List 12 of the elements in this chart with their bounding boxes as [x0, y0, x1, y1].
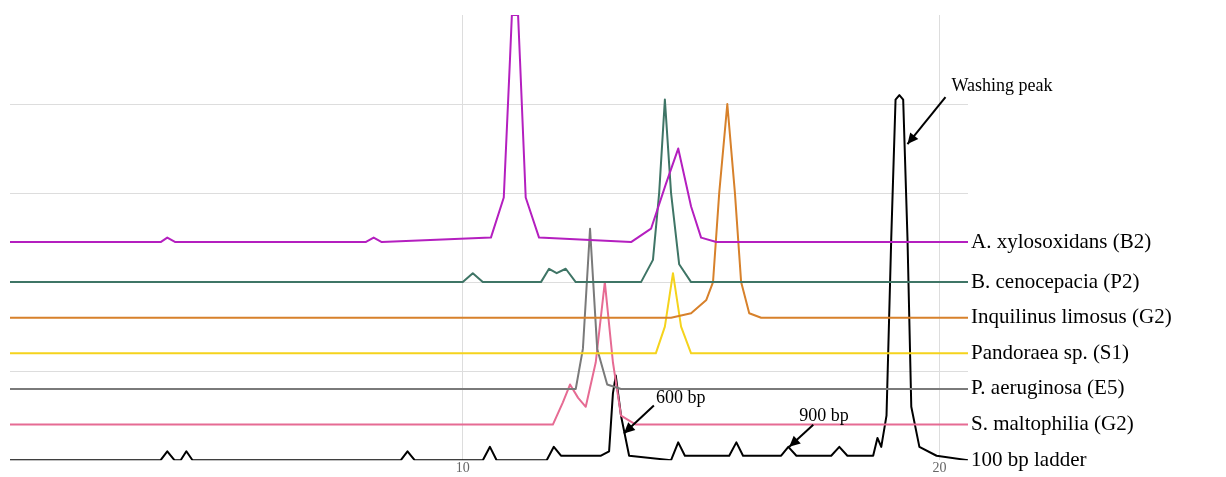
- series-label: 100 bp ladder: [971, 446, 1087, 471]
- series-label: B. cenocepacia (P2): [971, 268, 1140, 293]
- x-tick-label: 20: [932, 460, 947, 476]
- annotation: 900 bp: [799, 404, 849, 425]
- x-tick-label: 10: [455, 460, 470, 476]
- series-label: Pandoraea sp. (S1): [971, 339, 1130, 364]
- series-label: A. xylosoxidans (B2): [971, 228, 1152, 253]
- series-label: S. maltophilia (G2): [971, 411, 1134, 436]
- annotation: Washing peak: [951, 75, 1053, 96]
- annotation: 600 bp: [655, 387, 706, 408]
- series-label: P. aeruginosa (E5): [971, 375, 1125, 400]
- series-label: Inquilinus limosus (G2): [971, 304, 1172, 329]
